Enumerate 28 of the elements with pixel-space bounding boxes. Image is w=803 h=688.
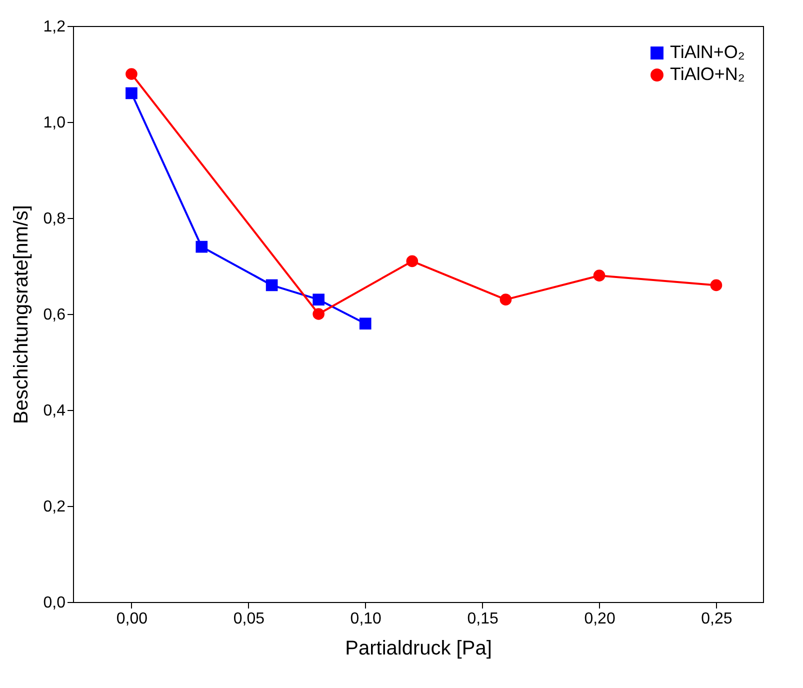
point [593, 270, 606, 282]
x-tick-label: 0,10 [350, 610, 382, 628]
y-tick-label: 0,6 [43, 306, 66, 324]
y-tick-label: 1,2 [43, 18, 66, 36]
point [500, 294, 512, 306]
y-tick-label: 0,0 [43, 594, 66, 612]
point [312, 294, 325, 306]
x-tick-label: 0,15 [467, 610, 498, 628]
y-tick-label: 0,2 [43, 498, 66, 516]
y-axis-title: Beschichtungsrate[nm/s] [10, 205, 32, 424]
point [406, 255, 418, 268]
point [126, 87, 138, 100]
point [710, 279, 722, 292]
y-tick-label: 1,0 [43, 114, 66, 132]
y-tick-label: 0,4 [43, 402, 66, 420]
point [196, 240, 208, 253]
x-tick-label: 0,05 [233, 610, 265, 628]
point [312, 308, 325, 320]
legend-label: TiAlN+O₂ [670, 42, 745, 62]
x-tick-label: 0,25 [701, 610, 732, 628]
point [266, 279, 278, 292]
point [126, 68, 138, 80]
x-tick-label: 0,00 [116, 610, 148, 628]
x-tick-label: 0,20 [584, 610, 616, 628]
y-tick-label: 0,8 [43, 210, 66, 228]
point [359, 318, 372, 330]
x-axis-title: Partialdruck [Pa] [345, 638, 492, 660]
legend-label: TiAlO+N₂ [670, 64, 745, 84]
